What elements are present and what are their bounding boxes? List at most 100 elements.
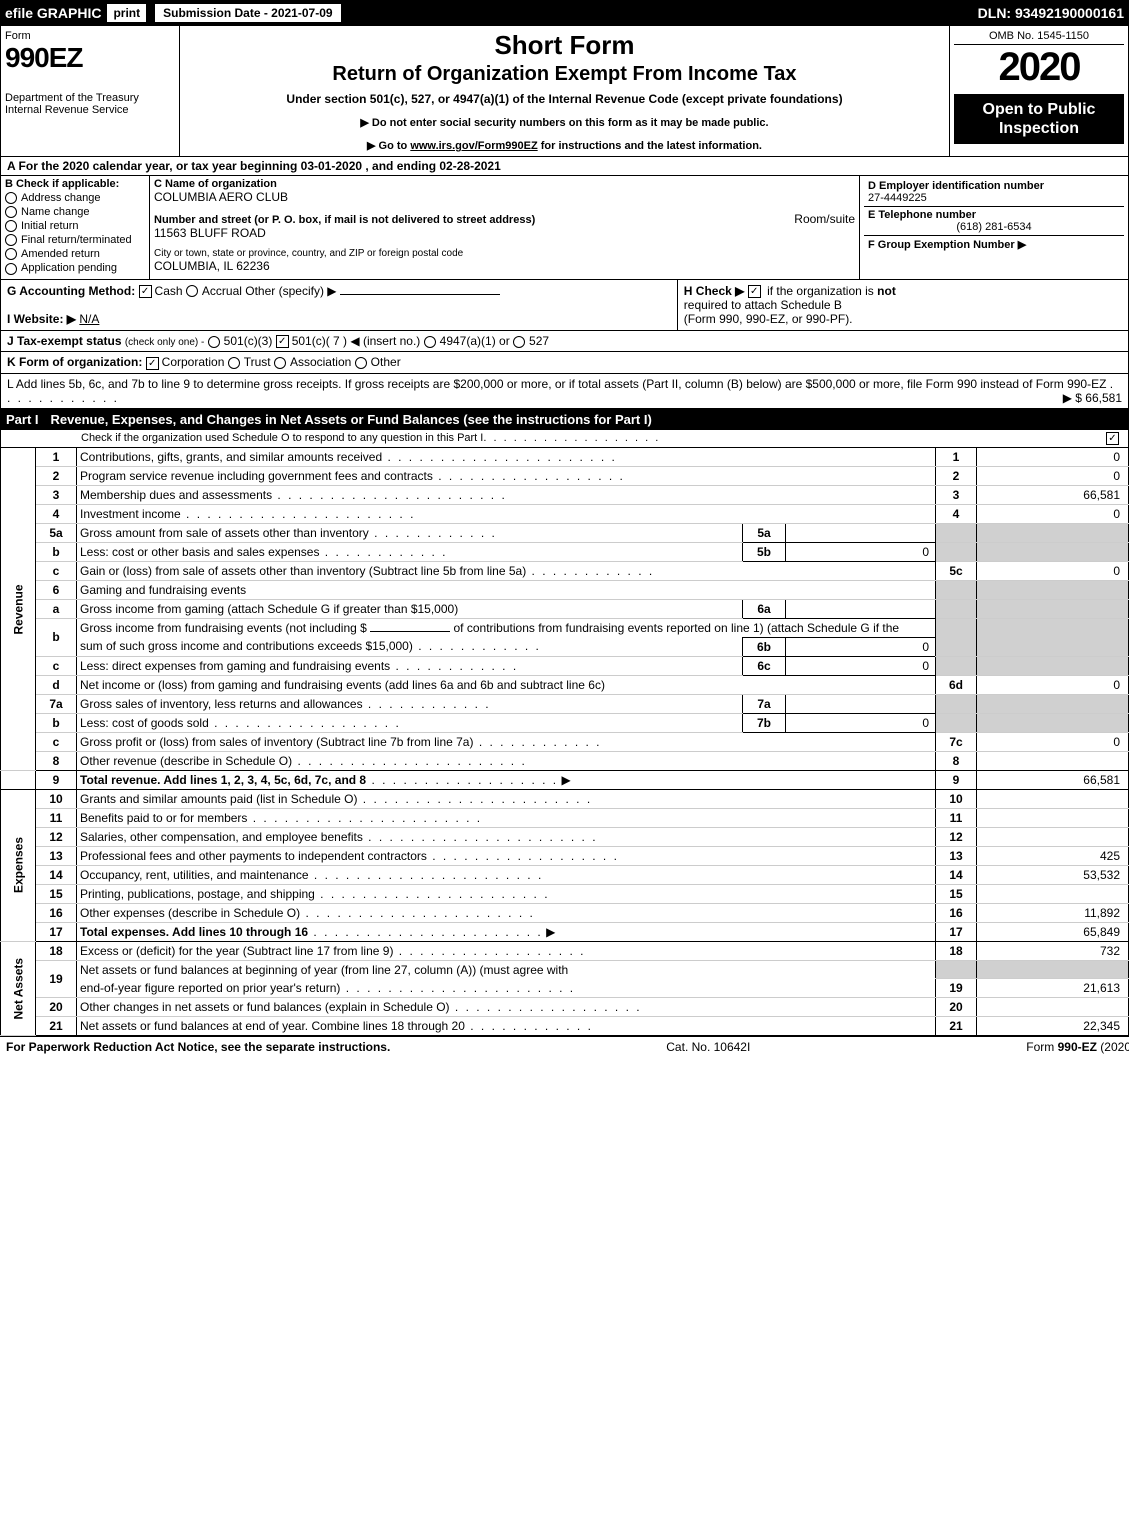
- checkbox-h[interactable]: [748, 285, 761, 298]
- tax-year: 2020: [954, 45, 1124, 90]
- entity-boxes: B Check if applicable: Address change Na…: [0, 176, 1129, 280]
- box-e: E Telephone number (618) 281-6534: [864, 207, 1124, 236]
- form-ref: Form 990-EZ (2020): [1026, 1040, 1129, 1054]
- line-8: 8 Other revenue (describe in Schedule O)…: [1, 751, 1129, 770]
- line-12: 12 Salaries, other compensation, and emp…: [1, 827, 1129, 846]
- circle-icon[interactable]: [5, 248, 17, 260]
- row-j: J Tax-exempt status (check only one) - 5…: [0, 331, 1129, 352]
- line-9: 9 Total revenue. Add lines 1, 2, 3, 4, 5…: [1, 770, 1129, 789]
- instr-ssn: ▶ Do not enter social security numbers o…: [188, 116, 941, 129]
- box-b: B Check if applicable: Address change Na…: [1, 176, 150, 279]
- title-block: Form 990EZ Department of the Treasury In…: [0, 26, 1129, 157]
- box-f: F Group Exemption Number ▶: [864, 236, 1124, 253]
- dln-label: DLN: 93492190000161: [978, 5, 1124, 21]
- gh-row: G Accounting Method: Cash Accrual Other …: [0, 280, 1129, 331]
- opt-name-change: Name change: [5, 206, 145, 218]
- side-netassets: Net Assets: [1, 941, 36, 1036]
- phone-value: (618) 281-6534: [868, 221, 1120, 233]
- dept-treasury: Department of the Treasury: [5, 92, 175, 104]
- box-def: D Employer identification number 27-4449…: [860, 176, 1129, 279]
- line-7b: b Less: cost of goods sold 7b 0: [1, 713, 1129, 732]
- line-20: 20 Other changes in net assets or fund b…: [1, 998, 1129, 1017]
- other-blank: [340, 294, 500, 295]
- line-5b: b Less: cost or other basis and sales ex…: [1, 542, 1129, 561]
- form-label: Form: [5, 30, 175, 42]
- line-14: 14 Occupancy, rent, utilities, and maint…: [1, 865, 1129, 884]
- line-4: 4 Investment income 4 0: [1, 504, 1129, 523]
- circle-icon[interactable]: [355, 357, 367, 369]
- instr-goto: ▶ Go to www.irs.gov/Form990EZ for instru…: [188, 139, 941, 152]
- part1-sub: Check if the organization used Schedule …: [0, 430, 1129, 448]
- org-addr: 11563 BLUFF ROAD: [154, 226, 855, 240]
- box-b-header: B Check if applicable:: [5, 178, 145, 190]
- opt-pending: Application pending: [5, 262, 145, 274]
- footer: For Paperwork Reduction Act Notice, see …: [0, 1036, 1129, 1057]
- circle-icon[interactable]: [186, 285, 198, 297]
- header-bar: efile GRAPHIC print Submission Date - 20…: [0, 0, 1129, 26]
- checkbox-schedule-o[interactable]: [1106, 432, 1119, 445]
- row-h: H Check ▶ if the organization is not req…: [677, 280, 1128, 331]
- line-19: 19 Net assets or fund balances at beginn…: [1, 960, 1129, 979]
- box-d: D Employer identification number 27-4449…: [864, 178, 1124, 207]
- ein-value: 27-4449225: [868, 192, 1120, 204]
- line-1: Revenue 1 Contributions, gifts, grants, …: [1, 448, 1129, 467]
- row-g: G Accounting Method: Cash Accrual Other …: [1, 280, 678, 331]
- line-5c: c Gain or (loss) from sale of assets oth…: [1, 561, 1129, 580]
- efile-text: efile: [5, 5, 33, 21]
- name-label: C Name of organization: [154, 178, 855, 190]
- paperwork-notice: For Paperwork Reduction Act Notice, see …: [6, 1040, 390, 1054]
- circle-icon[interactable]: [228, 357, 240, 369]
- title-cell: Short Form Return of Organization Exempt…: [180, 26, 950, 157]
- circle-icon[interactable]: [5, 234, 17, 246]
- group-exemption-label: F Group Exemption Number ▶: [868, 238, 1120, 251]
- circle-icon[interactable]: [5, 192, 17, 204]
- line-5a: 5a Gross amount from sale of assets othe…: [1, 523, 1129, 542]
- website-value: N/A: [79, 312, 99, 326]
- line-15: 15 Printing, publications, postage, and …: [1, 884, 1129, 903]
- part1-header: Part I Revenue, Expenses, and Changes in…: [0, 409, 1129, 430]
- print-button[interactable]: print: [107, 4, 146, 22]
- line-3: 3 Membership dues and assessments 3 66,5…: [1, 485, 1129, 504]
- line-16: 16 Other expenses (describe in Schedule …: [1, 903, 1129, 922]
- part1-label: Part I: [6, 412, 39, 427]
- circle-icon[interactable]: [5, 263, 17, 275]
- part1-title: Revenue, Expenses, and Changes in Net As…: [51, 412, 652, 427]
- line-11: 11 Benefits paid to or for members 11: [1, 808, 1129, 827]
- circle-icon[interactable]: [208, 336, 220, 348]
- omb-number: OMB No. 1545-1150: [954, 30, 1124, 45]
- box-c-name: C Name of organization COLUMBIA AERO CLU…: [150, 176, 860, 210]
- box-c-addr: Number and street (or P. O. box, if mail…: [150, 210, 860, 246]
- efile-label: efile GRAPHIC: [5, 5, 101, 21]
- h-label: H Check ▶: [684, 284, 745, 298]
- org-city: COLUMBIA, IL 62236: [154, 259, 855, 273]
- line-7a: 7a Gross sales of inventory, less return…: [1, 694, 1129, 713]
- instr-pre: ▶ Go to: [367, 140, 410, 152]
- g-label: G Accounting Method:: [7, 284, 135, 298]
- opt-final-return: Final return/terminated: [5, 234, 145, 246]
- box-c-city: City or town, state or province, country…: [150, 246, 860, 279]
- under-section: Under section 501(c), 527, or 4947(a)(1)…: [188, 92, 941, 106]
- period-row: A For the 2020 calendar year, or tax yea…: [0, 157, 1129, 176]
- line-19b: end-of-year figure reported on prior yea…: [1, 979, 1129, 998]
- irs-link[interactable]: www.irs.gov/Form990EZ: [410, 140, 537, 152]
- graphic-text: GRAPHIC: [37, 5, 102, 21]
- instr-post: for instructions and the latest informat…: [538, 140, 762, 152]
- ein-label: D Employer identification number: [868, 180, 1120, 192]
- i-label: I Website: ▶: [7, 312, 76, 326]
- checkbox-corp[interactable]: [146, 357, 159, 370]
- circle-icon[interactable]: [5, 220, 17, 232]
- circle-icon[interactable]: [424, 336, 436, 348]
- line-17: 17 Total expenses. Add lines 10 through …: [1, 922, 1129, 941]
- row-k: K Form of organization: Corporation Trus…: [0, 352, 1129, 373]
- cat-no: Cat. No. 10642I: [666, 1040, 750, 1054]
- checkbox-501c[interactable]: [276, 335, 289, 348]
- circle-icon[interactable]: [5, 206, 17, 218]
- line-13: 13 Professional fees and other payments …: [1, 846, 1129, 865]
- lines-table: Revenue 1 Contributions, gifts, grants, …: [0, 448, 1129, 1037]
- open-public: Open to Public Inspection: [954, 94, 1124, 144]
- line-6: 6 Gaming and fundraising events: [1, 580, 1129, 599]
- checkbox-cash[interactable]: [139, 285, 152, 298]
- side-expenses: Expenses: [1, 789, 36, 941]
- circle-icon[interactable]: [513, 336, 525, 348]
- circle-icon[interactable]: [274, 357, 286, 369]
